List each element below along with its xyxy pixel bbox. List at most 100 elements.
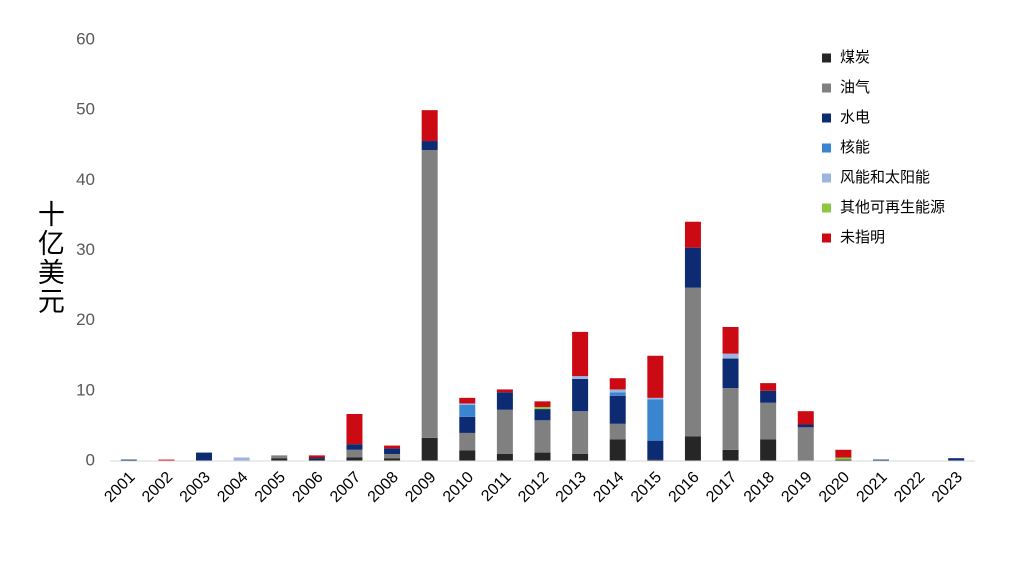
bar-segment (572, 453, 589, 461)
x-tick-label: 2017 (703, 469, 740, 506)
x-tick-label: 2005 (252, 469, 289, 506)
bar-segment (835, 459, 852, 461)
y-tick-label: 0 (86, 450, 95, 469)
bar-segment (384, 453, 401, 459)
bar-segment (534, 409, 551, 421)
legend-swatch (822, 233, 831, 243)
bar-segment (308, 455, 325, 458)
y-tick-label: 60 (76, 29, 95, 48)
bar-segment (421, 110, 438, 142)
bar-segment (459, 432, 476, 451)
bar-segment (572, 411, 589, 454)
legend-swatch (822, 143, 831, 153)
x-tick-label: 2020 (816, 469, 853, 506)
bar-segment (760, 439, 777, 461)
bar-segment (534, 406, 551, 410)
bar-segment (233, 457, 250, 461)
legend-label: 风能和太阳能 (840, 169, 930, 186)
bar-segment (346, 457, 363, 461)
bar-segment (684, 221, 701, 248)
bar-segment (534, 420, 551, 453)
y-tick-label: 50 (76, 100, 95, 119)
bar-segment (496, 453, 513, 461)
bar-segment (684, 247, 701, 288)
bar-segment (872, 459, 889, 461)
x-tick-label: 2002 (139, 469, 176, 506)
bar-segment (647, 459, 664, 461)
x-tick-label: 2012 (515, 469, 552, 506)
bar-segment (308, 457, 325, 459)
bar-segment (948, 458, 965, 461)
x-tick-label: 2013 (553, 469, 590, 506)
x-tick-label: 2015 (628, 469, 665, 506)
x-tick-label: 2001 (101, 469, 138, 506)
bar-segment (609, 439, 626, 461)
bar-segment (684, 287, 701, 437)
bar-segment (271, 455, 288, 459)
legend-swatch (822, 53, 831, 63)
bar-segment (271, 458, 288, 461)
bar-segment (684, 436, 701, 461)
bar-segment (797, 427, 814, 461)
legend-swatch (822, 173, 831, 183)
bar-segment (609, 389, 626, 393)
legend-label: 油气 (840, 79, 870, 96)
bar-segment (797, 424, 814, 428)
bar-segment (384, 448, 401, 454)
bar-segment (797, 411, 814, 425)
x-tick-label: 2004 (214, 469, 251, 506)
bar-segment (647, 399, 664, 441)
bar-segment (609, 378, 626, 390)
bar-segment (496, 392, 513, 410)
x-tick-label: 2016 (666, 469, 703, 506)
bar-segment (760, 383, 777, 391)
x-tick-label: 2009 (402, 469, 439, 506)
x-tick-label: 2003 (177, 469, 214, 506)
bar-segment (722, 326, 739, 354)
x-tick-label: 2006 (289, 469, 326, 506)
bar-segment (120, 459, 137, 461)
x-tick-label: 2014 (590, 469, 627, 506)
x-tick-label: 2008 (365, 469, 402, 506)
bar-segment (158, 459, 175, 461)
bar-segment (496, 389, 513, 393)
bar-segment (459, 416, 476, 433)
bar-segment (572, 331, 589, 377)
bar-segment (572, 378, 589, 412)
bar-segment (459, 397, 476, 404)
x-tick-label: 2018 (741, 469, 778, 506)
bar-segment (459, 450, 476, 461)
bar-segment (835, 449, 852, 458)
bar-segment (459, 404, 476, 417)
x-tick-label: 2019 (778, 469, 815, 506)
bar-segment (384, 445, 401, 449)
x-tick-label: 2022 (891, 469, 928, 506)
bar-segment (346, 444, 363, 450)
bar-segment (835, 457, 852, 460)
x-tick-label: 2023 (929, 469, 966, 506)
bar-segment (760, 390, 777, 403)
x-tick-label: 2011 (478, 469, 514, 505)
bar-segment (496, 409, 513, 454)
bar-segment (196, 452, 213, 461)
bar-segment (459, 403, 476, 405)
bar-segment (534, 452, 551, 461)
bar-segment (346, 449, 363, 458)
bar-segment (346, 413, 363, 445)
y-tick-label: 10 (76, 380, 95, 399)
legend-label: 其他可再生能源 (840, 199, 945, 216)
bar-segment (609, 423, 626, 440)
x-tick-label: 2021 (854, 469, 891, 506)
y-axis-label: 十亿美元 (34, 200, 65, 316)
bar-segment (534, 401, 551, 407)
bar-segment (647, 355, 664, 398)
y-tick-label: 20 (76, 310, 95, 329)
legend-label: 核能 (840, 139, 870, 156)
bar-segment (722, 388, 739, 450)
legend-label: 未指明 (840, 229, 885, 246)
x-tick-label: 2007 (327, 469, 364, 506)
bar-segment (722, 449, 739, 461)
legend-swatch (822, 113, 831, 123)
bar-segment (421, 141, 438, 151)
